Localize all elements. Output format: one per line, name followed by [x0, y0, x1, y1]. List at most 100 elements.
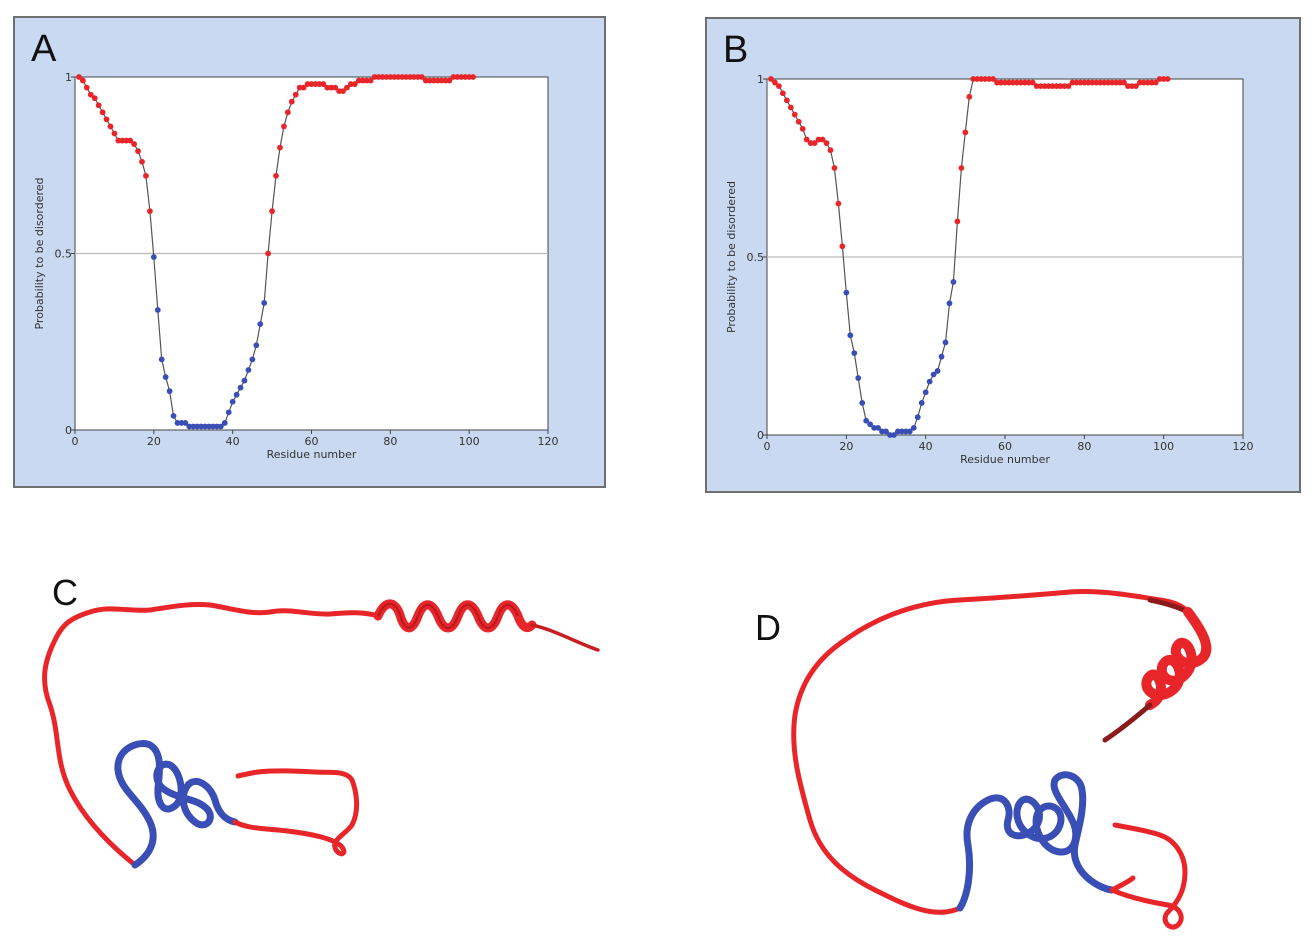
data-point	[803, 136, 810, 143]
data-point	[978, 76, 985, 82]
x-tick-label: 20	[147, 435, 161, 448]
data-point	[1017, 79, 1024, 86]
x-axis-title: Residue number	[960, 453, 1050, 466]
x-tick-label: 20	[839, 440, 853, 453]
data-point	[269, 208, 275, 215]
data-point	[946, 300, 953, 307]
disorder-chart-b: 0 20 40 60 80 100 120 0 0.5 1 Residue number Probab…	[725, 73, 1254, 466]
data-point	[839, 243, 846, 250]
data-point	[843, 289, 850, 296]
data-point	[879, 428, 885, 435]
y-tick-label: 0.5	[747, 251, 765, 264]
c-terminal-tail-c	[530, 623, 600, 652]
disordered-loop-c	[232, 768, 360, 857]
data-point	[1053, 83, 1060, 90]
data-point	[1140, 79, 1147, 86]
data-point	[1089, 79, 1096, 86]
data-point	[1002, 79, 1008, 86]
y-tick-label: 1	[757, 73, 764, 86]
data-point	[859, 400, 866, 406]
data-point	[1029, 79, 1036, 86]
data-point	[253, 342, 260, 349]
data-point	[966, 93, 973, 100]
data-point	[107, 123, 114, 130]
data-point	[1014, 79, 1020, 86]
x-tick-label: 0	[764, 440, 771, 453]
data-point	[1156, 76, 1163, 82]
data-point	[233, 391, 240, 398]
data-point	[135, 148, 141, 155]
data-point	[891, 432, 897, 438]
data-point	[950, 279, 957, 285]
x-tick-label: 40	[919, 440, 933, 453]
data-point	[284, 109, 291, 116]
data-point	[934, 368, 941, 374]
data-point	[261, 300, 268, 306]
data-point	[1061, 83, 1068, 90]
data-point	[1125, 83, 1131, 90]
data-point	[154, 307, 161, 313]
data-point	[1025, 79, 1032, 86]
data-point	[1133, 83, 1139, 90]
data-point	[1097, 79, 1104, 86]
data-point	[1057, 83, 1064, 90]
data-point	[127, 137, 134, 144]
data-point	[273, 172, 279, 179]
panel-label-d: D	[755, 607, 781, 648]
data-point	[1077, 79, 1084, 86]
data-point	[902, 428, 909, 435]
data-point	[1148, 79, 1155, 86]
y-tick-label: 0	[757, 429, 764, 442]
data-point	[787, 104, 794, 111]
chart-panel-a: A 0 20 40 60 80 100 120 0 0.5 1 Residue number Prob…	[13, 16, 606, 488]
disordered-loop-d	[1109, 822, 1188, 930]
data-point	[795, 118, 802, 125]
data-point	[245, 367, 252, 373]
data-point	[994, 79, 1000, 86]
data-point	[229, 398, 236, 405]
panel-label-a: A	[31, 28, 57, 70]
data-point	[982, 76, 989, 82]
data-point	[103, 116, 110, 123]
data-point	[95, 102, 102, 109]
data-point	[768, 76, 774, 82]
data-point	[910, 424, 917, 431]
data-point	[99, 109, 106, 116]
data-point	[823, 140, 830, 146]
data-point	[277, 144, 283, 151]
data-point	[1160, 76, 1167, 82]
data-point	[288, 98, 295, 105]
data-point	[265, 250, 272, 257]
data-point	[942, 339, 949, 346]
data-point	[954, 218, 961, 225]
data-point	[79, 77, 86, 84]
data-point	[776, 83, 782, 90]
data-point	[1045, 83, 1052, 90]
data-point	[783, 97, 790, 104]
data-point	[150, 254, 157, 260]
x-tick-label: 0	[72, 435, 79, 448]
data-point	[831, 165, 838, 171]
data-point	[1085, 79, 1092, 86]
ordered-domain-d	[956, 771, 1116, 912]
data-point	[990, 76, 996, 82]
data-point	[847, 332, 854, 339]
chart-panel-b: B 0 20 40 60 80 100 120 0 0.5 1 Residue number Prob…	[705, 17, 1301, 493]
y-tick-label: 0	[65, 424, 72, 437]
data-point	[221, 420, 228, 426]
data-point	[871, 424, 877, 431]
data-point	[1101, 79, 1108, 86]
data-point	[1109, 79, 1115, 86]
data-point	[1049, 83, 1056, 90]
data-point	[182, 420, 189, 426]
data-point	[83, 84, 90, 91]
data-point	[918, 400, 925, 406]
data-point	[895, 428, 901, 435]
data-point	[87, 91, 94, 98]
data-point	[772, 79, 778, 86]
helix-d	[1141, 607, 1212, 710]
data-point	[166, 388, 173, 395]
data-point	[930, 371, 937, 378]
x-tick-label: 40	[226, 435, 240, 448]
disordered-tail-d	[791, 589, 1191, 915]
